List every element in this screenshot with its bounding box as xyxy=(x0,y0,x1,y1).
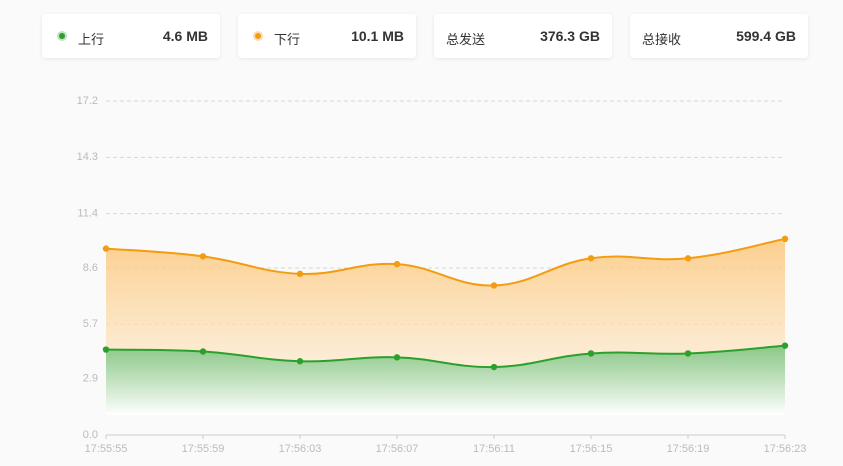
data-point xyxy=(296,270,304,278)
data-point xyxy=(490,282,498,289)
y-tick-label: 8.6 xyxy=(83,262,98,274)
data-point xyxy=(587,255,595,262)
data-point xyxy=(102,245,110,252)
stat-label: 总接收 xyxy=(642,32,682,47)
stat-card: 上行 4.6 MB xyxy=(42,14,220,58)
data-point xyxy=(781,235,789,243)
series-line xyxy=(105,344,786,369)
stat-value: 10.1 MB xyxy=(351,28,404,44)
data-point xyxy=(296,358,304,365)
stat-card: 下行 10.1 MB xyxy=(238,14,416,58)
data-point xyxy=(102,346,110,353)
x-tick-label: 17:56:23 xyxy=(764,443,807,455)
stat-value: 599.4 GB xyxy=(736,28,796,44)
x-tick-label: 17:55:59 xyxy=(182,443,225,455)
data-point xyxy=(393,260,401,268)
data-point xyxy=(781,342,789,349)
data-point xyxy=(393,354,401,361)
data-point xyxy=(199,253,207,260)
data-point xyxy=(684,350,692,357)
stat-label: 下行 xyxy=(274,32,301,47)
data-point xyxy=(684,255,692,262)
data-point xyxy=(587,350,595,357)
x-tick-label: 17:56:15 xyxy=(570,443,613,455)
y-tick-label: 11.4 xyxy=(77,208,98,220)
legend-dot xyxy=(253,31,263,41)
y-tick-label: 5.7 xyxy=(83,318,98,330)
data-point xyxy=(199,348,207,355)
y-tick-label: 17.2 xyxy=(77,95,98,107)
y-tick-label: 14.3 xyxy=(77,151,98,163)
data-point xyxy=(490,363,498,371)
y-tick-label: 2.9 xyxy=(83,373,98,385)
stat-value: 4.6 MB xyxy=(162,28,208,44)
x-tick-label: 17:56:07 xyxy=(376,443,419,455)
x-tick-label: 17:56:19 xyxy=(667,443,710,455)
series-line xyxy=(105,237,786,287)
area-fill xyxy=(106,345,785,415)
stat-label: 总发送 xyxy=(446,32,486,47)
x-tick-label: 17:55:55 xyxy=(85,443,128,455)
legend-dot xyxy=(57,31,67,41)
y-tick-label: 0.0 xyxy=(83,429,98,441)
stat-card: 总接收 599.4 GB xyxy=(630,14,808,58)
stat-value: 376.3 GB xyxy=(540,28,600,44)
stat-card: 总发送 376.3 GB xyxy=(434,14,612,58)
stat-label: 上行 xyxy=(78,32,105,47)
x-tick-label: 17:56:03 xyxy=(279,443,322,455)
x-tick-label: 17:56:11 xyxy=(473,443,515,455)
